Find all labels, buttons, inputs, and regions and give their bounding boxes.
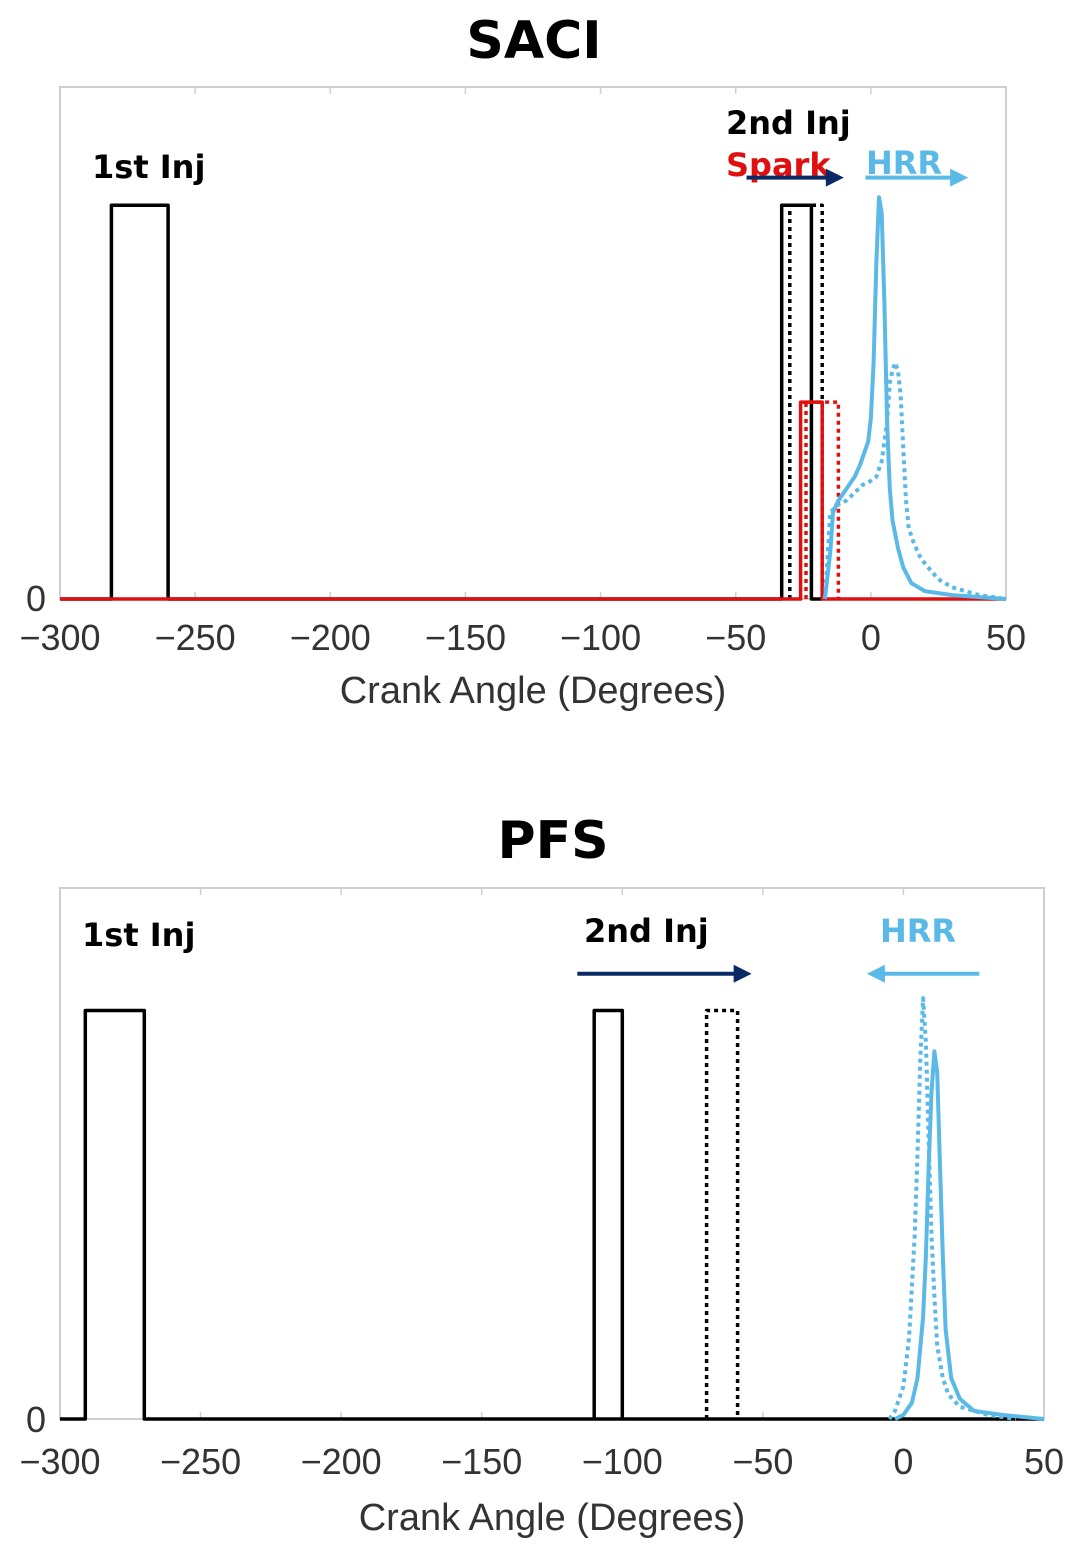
x-tick-label: −200 xyxy=(290,617,371,658)
series-2nd-injection-late xyxy=(704,1008,740,1419)
direction-arrow-head xyxy=(950,168,969,187)
annotation-1st-inj: 1st Inj xyxy=(82,916,195,954)
series-hrr-late xyxy=(822,360,1007,601)
series-layer xyxy=(60,996,1045,1421)
series-hrr-late xyxy=(887,996,1017,1421)
series-2nd-injection-early xyxy=(592,1008,625,1419)
series-2nd-injection-late xyxy=(788,203,824,599)
x-tick-label: −300 xyxy=(19,617,100,658)
x-tick-label: 0 xyxy=(861,617,881,658)
plot-area xyxy=(59,887,1045,1420)
annotation-2nd-inj: 2nd Inj xyxy=(726,104,851,142)
chart-saci: SACI −300 −250 −200 −150 −100 −50 0 50 0 Crank … xyxy=(19,11,1026,712)
series-spark-late xyxy=(804,400,841,599)
direction-arrow-head xyxy=(825,168,844,187)
x-tick-label: −50 xyxy=(705,617,766,658)
series-hrr-early xyxy=(894,1049,1045,1421)
x-ticks: −300 −250 −200 −150 −100 −50 0 50 xyxy=(19,87,1026,658)
x-tick-label: −200 xyxy=(301,1441,382,1482)
direction-arrow-head xyxy=(866,964,885,983)
arrows-layer xyxy=(577,964,980,983)
direction-arrow-head xyxy=(733,964,752,983)
series-spark-early xyxy=(60,400,1006,601)
x-tick-label: −250 xyxy=(160,1441,241,1482)
annotation-2nd-inj: 2nd Inj xyxy=(584,912,709,950)
series-2nd-injection-early xyxy=(779,203,823,601)
x-tick-label: 0 xyxy=(893,1441,913,1482)
series-layer xyxy=(60,195,1007,601)
x-tick-label: −50 xyxy=(732,1441,793,1482)
chart-title: SACI xyxy=(466,11,601,71)
y-tick-label: 0 xyxy=(26,578,46,619)
x-tick-label: 50 xyxy=(986,617,1026,658)
x-tick-label: −150 xyxy=(425,617,506,658)
chart-pfs: PFS −300 −250 −200 −150 −100 −50 0 50 0 Crank A… xyxy=(19,811,1064,1539)
x-tick-label: −250 xyxy=(155,617,236,658)
series-1st-injection xyxy=(60,203,782,601)
series-hrr-early xyxy=(822,195,1007,601)
x-tick-label: −150 xyxy=(441,1441,522,1482)
annotation-hrr: HRR xyxy=(880,912,956,950)
x-axis-label: Crank Angle (Degrees) xyxy=(359,1497,746,1539)
y-tick-label: 0 xyxy=(26,1399,46,1440)
x-tick-label: −100 xyxy=(582,1441,663,1482)
arrows-layer xyxy=(746,168,969,187)
x-tick-label: 50 xyxy=(1024,1441,1064,1482)
annotation-1st-inj: 1st Inj xyxy=(92,148,205,186)
x-tick-label: −100 xyxy=(560,617,641,658)
series-1st-injection-baseline xyxy=(60,1008,1044,1421)
x-axis-label: Crank Angle (Degrees) xyxy=(340,670,727,712)
x-tick-label: −300 xyxy=(19,1441,100,1482)
chart-title: PFS xyxy=(497,811,608,871)
x-ticks: −300 −250 −200 −150 −100 −50 0 50 xyxy=(19,888,1064,1482)
